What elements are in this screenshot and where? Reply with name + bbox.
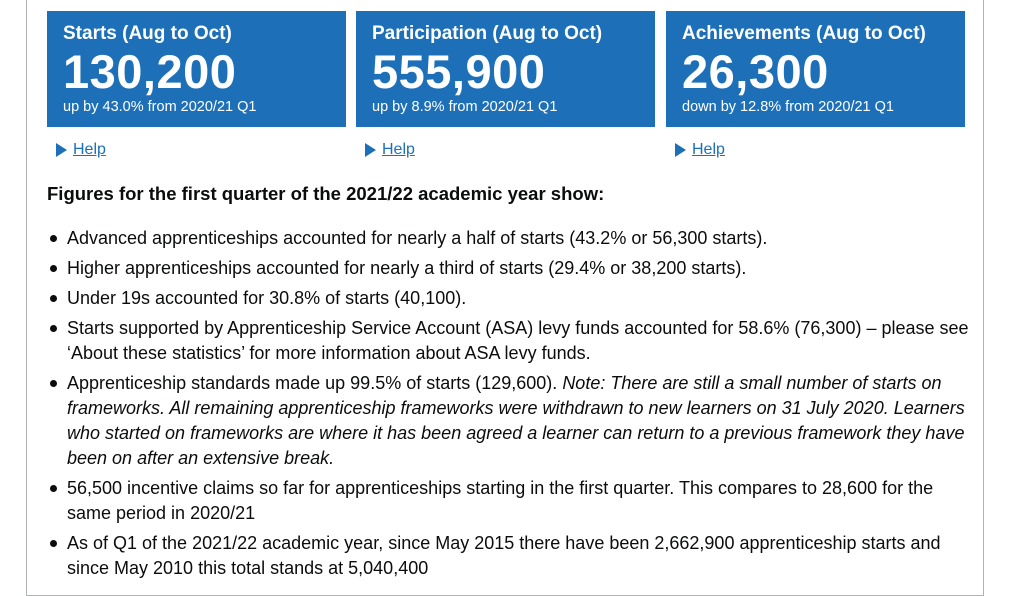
list-item: Starts supported by Apprenticeship Servi… bbox=[47, 316, 972, 366]
tile-value: 555,900 bbox=[372, 45, 546, 98]
findings-list: Advanced apprenticeships accounted for n… bbox=[47, 226, 972, 586]
tile-title: Achievements (Aug to Oct) bbox=[682, 23, 926, 44]
tile-title: Participation (Aug to Oct) bbox=[372, 23, 603, 44]
help-label: Help bbox=[73, 141, 106, 158]
tile-change: down by 12.8% from 2020/21 Q1 bbox=[682, 99, 894, 115]
list-item: 56,500 incentive claims so far for appre… bbox=[47, 476, 972, 526]
tile-change: up by 8.9% from 2020/21 Q1 bbox=[372, 99, 558, 115]
tile-title: Starts (Aug to Oct) bbox=[63, 23, 232, 44]
help-toggle-achievements[interactable]: Help bbox=[666, 141, 725, 159]
list-item: Under 19s accounted for 30.8% of starts … bbox=[47, 286, 972, 311]
expand-triangle-icon bbox=[365, 143, 376, 157]
tile-achievements: Achievements (Aug to Oct) 26,300 down by… bbox=[666, 11, 965, 127]
help-label: Help bbox=[692, 141, 725, 158]
list-item: As of Q1 of the 2021/22 academic year, s… bbox=[47, 531, 972, 581]
help-toggle-participation[interactable]: Help bbox=[356, 141, 415, 159]
expand-triangle-icon bbox=[675, 143, 686, 157]
framework-note: Note: There are still a small number of … bbox=[67, 373, 965, 468]
tile-value: 26,300 bbox=[682, 45, 829, 98]
help-label: Help bbox=[382, 141, 415, 158]
list-item: Higher apprenticeships accounted for nea… bbox=[47, 256, 972, 281]
tile-value: 130,200 bbox=[63, 45, 237, 98]
list-item: Apprenticeship standards made up 99.5% o… bbox=[47, 371, 972, 471]
list-item-text: Apprenticeship standards made up 99.5% o… bbox=[67, 373, 558, 393]
help-toggle-starts[interactable]: Help bbox=[47, 141, 106, 159]
tile-change: up by 43.0% from 2020/21 Q1 bbox=[63, 99, 257, 115]
tile-starts: Starts (Aug to Oct) 130,200 up by 43.0% … bbox=[47, 11, 346, 127]
list-item: Advanced apprenticeships accounted for n… bbox=[47, 226, 972, 251]
section-heading: Figures for the first quarter of the 202… bbox=[47, 183, 605, 204]
tile-participation: Participation (Aug to Oct) 555,900 up by… bbox=[356, 11, 655, 127]
expand-triangle-icon bbox=[56, 143, 67, 157]
